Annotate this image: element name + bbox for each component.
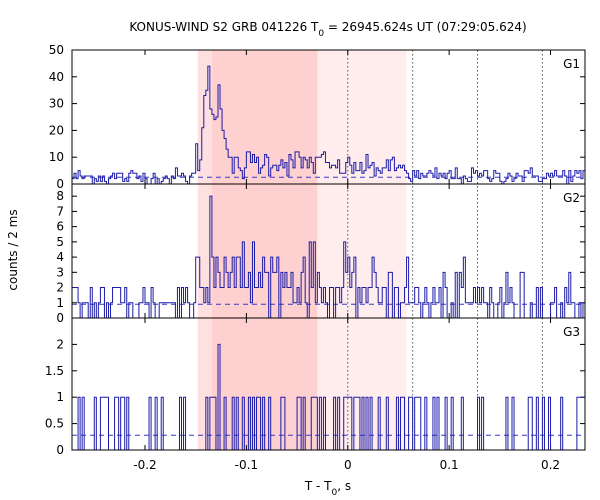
y-tick-label: 3	[56, 265, 64, 279]
y-tick-label: 0	[56, 177, 64, 191]
shaded-region-2	[317, 50, 407, 450]
y-tick-label: 4	[56, 250, 64, 264]
y-tick-label: 8	[56, 189, 64, 203]
panel-label-g1: G1	[563, 57, 580, 71]
x-tick-label: 0	[344, 458, 352, 472]
y-tick-label: 1	[56, 296, 64, 310]
y-tick-label: 0	[56, 311, 64, 325]
y-tick-label: 2	[56, 337, 64, 351]
y-axis-label: counts / 2 ms	[6, 209, 20, 290]
y-tick-label: 40	[49, 70, 64, 84]
panel-label-g3: G3	[563, 325, 580, 339]
panel-label-g2: G2	[563, 191, 580, 205]
y-tick-label: 0	[56, 443, 64, 457]
chart-title: KONUS-WIND S2 GRB 041226 T0 = 26945.624s…	[129, 20, 526, 39]
y-tick-label: 50	[49, 43, 64, 57]
y-tick-label: 2	[56, 281, 64, 295]
y-tick-label: 1.5	[45, 364, 64, 378]
y-tick-label: 10	[49, 150, 64, 164]
y-tick-label: 20	[49, 123, 64, 137]
lightcurve-g1	[72, 65, 585, 185]
y-tick-label: 30	[49, 97, 64, 111]
y-tick-label: 0.5	[45, 417, 64, 431]
y-tick-label: 5	[56, 235, 64, 249]
y-tick-label: 7	[56, 204, 64, 218]
y-tick-label: 1	[56, 390, 64, 404]
panel-g3: 0 0.5 1 1.5 2 G3	[45, 317, 586, 457]
x-tick-label: -0.2	[133, 458, 156, 472]
x-tick-label: -0.1	[235, 458, 258, 472]
panel-frame-g3	[71, 317, 586, 451]
y-tick-label: 6	[56, 220, 64, 234]
x-tick-label: 0.1	[440, 458, 459, 472]
shaded-region-1	[211, 50, 318, 450]
x-axis-label: T - T0, s	[304, 479, 351, 498]
x-tick-label: 0.2	[541, 458, 560, 472]
